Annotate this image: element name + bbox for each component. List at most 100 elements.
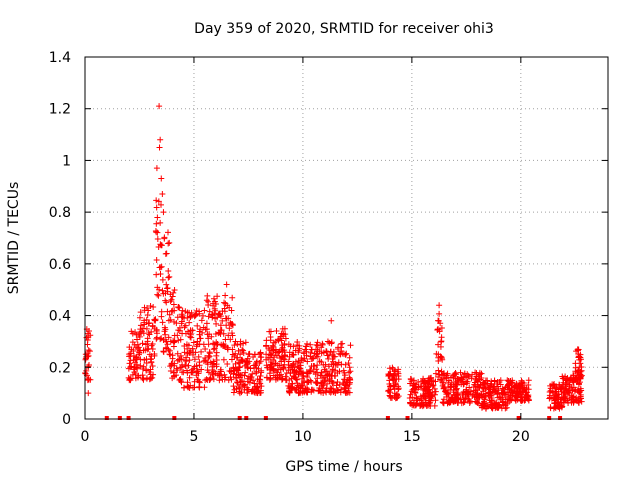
data-point: [205, 352, 212, 359]
data-point: [326, 375, 333, 382]
data-point: [145, 307, 152, 314]
data-point: [222, 336, 229, 343]
data-point: [329, 358, 336, 365]
data-point: [175, 304, 182, 311]
data-point: [169, 355, 176, 362]
data-point: [270, 343, 277, 350]
data-point: [426, 400, 433, 407]
data-point: [250, 377, 257, 384]
data-point: [136, 333, 143, 340]
data-point: [425, 384, 432, 391]
data-point: [313, 341, 320, 348]
data-point: [386, 371, 393, 378]
data-point: [574, 376, 581, 383]
data-point: [143, 325, 150, 332]
data-point: [452, 397, 459, 404]
data-point: [313, 353, 320, 360]
data-point: [201, 307, 208, 314]
data-point: [301, 355, 308, 362]
data-point: [307, 366, 314, 373]
data-point: [179, 307, 186, 314]
data-point: [341, 376, 348, 383]
data-point: [455, 394, 462, 401]
data-point: [288, 387, 295, 394]
data-point: [492, 400, 499, 407]
data-point: [146, 351, 153, 358]
data-point: [159, 276, 166, 283]
data-point: [343, 382, 350, 389]
data-point: [281, 341, 288, 348]
data-point: [386, 365, 393, 372]
data-point: [518, 380, 525, 387]
data-point: [161, 328, 168, 335]
data-point: [432, 388, 439, 395]
data-point: [170, 339, 177, 346]
data-point: [214, 293, 221, 300]
data-point: [154, 214, 161, 221]
data-point: [578, 398, 585, 405]
data-point: [263, 356, 270, 363]
data-point: [578, 364, 585, 371]
data-point: [158, 242, 165, 249]
data-point: [174, 350, 181, 357]
data-point: [278, 346, 285, 353]
data-point: [202, 326, 209, 333]
data-point: [411, 402, 418, 409]
data-point: [577, 393, 584, 400]
grid-lines: [85, 57, 608, 419]
data-point: [304, 373, 311, 380]
data-point: [245, 373, 252, 380]
data-point: [304, 358, 311, 365]
data-point: [197, 335, 204, 342]
data-point: [134, 365, 141, 372]
data-point: [297, 365, 304, 372]
data-point: [183, 358, 190, 365]
data-point: [394, 391, 401, 398]
data-point: [340, 367, 347, 374]
data-point: [201, 384, 208, 391]
data-point: [429, 382, 436, 389]
data-point: [144, 346, 151, 353]
data-point: [295, 349, 302, 356]
data-point: [235, 347, 242, 354]
data-point: [563, 391, 570, 398]
data-point: [318, 382, 325, 389]
data-point: [389, 375, 396, 382]
data-point: [263, 374, 270, 381]
data-point: [438, 325, 445, 332]
data-point: [418, 378, 425, 385]
data-point: [410, 385, 417, 392]
data-point: [131, 369, 138, 376]
data-point: [342, 361, 349, 368]
data-point: [393, 394, 400, 401]
data-point: [182, 361, 189, 368]
data-point: [158, 263, 165, 270]
data-point: [240, 350, 247, 357]
data-point: [154, 291, 161, 298]
data-point: [213, 320, 220, 327]
data-point: [268, 361, 275, 368]
data-point: [296, 345, 303, 352]
data-point: [436, 310, 443, 317]
data-point: [428, 393, 435, 400]
data-point: [392, 367, 399, 374]
data-point: [179, 369, 186, 376]
data-point: [439, 399, 446, 406]
data-point: [393, 375, 400, 382]
data-point: [314, 342, 321, 349]
data-point: [212, 331, 219, 338]
data-point: [316, 387, 323, 394]
data-point: [324, 372, 331, 379]
data-point: [153, 220, 160, 227]
data-point: [299, 375, 306, 382]
data-point: [267, 334, 274, 341]
data-point: [577, 385, 584, 392]
data-point: [198, 348, 205, 355]
data-point: [293, 376, 300, 383]
data-point: [239, 357, 246, 364]
data-point: [266, 370, 273, 377]
data-point: [86, 328, 93, 335]
data-point: [189, 366, 196, 373]
data-point: [187, 382, 194, 389]
data-point: [196, 341, 203, 348]
